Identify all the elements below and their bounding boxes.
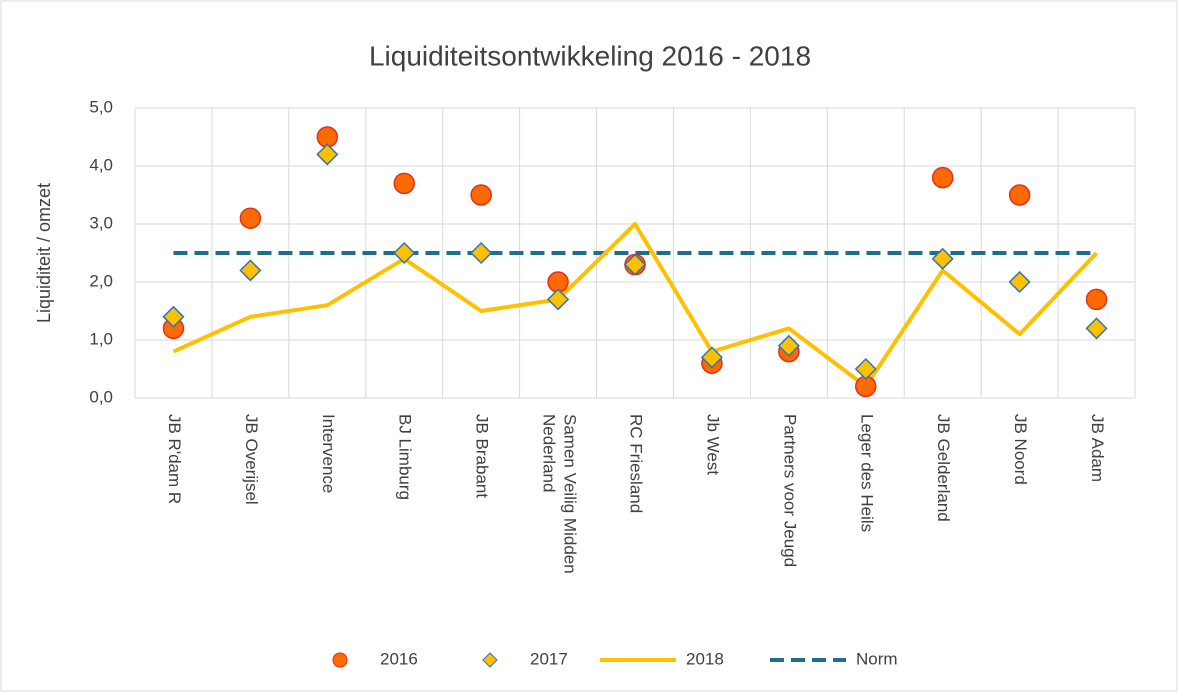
x-tick-label: Leger des Heils (857, 414, 876, 532)
y-tick-label: 5,0 (89, 97, 113, 116)
legend-swatch (482, 652, 498, 668)
data-point (547, 288, 570, 311)
x-tick-label: JB Noord (1011, 414, 1030, 485)
x-tick-label: JB Gelderland (934, 414, 953, 522)
data-point (393, 172, 415, 195)
data-point (393, 241, 416, 265)
data-point (931, 247, 954, 270)
data-point (623, 253, 647, 276)
y-tick-label: 4,0 (89, 155, 113, 174)
x-tick-label: JB Adam (1088, 414, 1107, 482)
series-line (172, 222, 1098, 389)
x-tick-label: JB Brabant (473, 414, 492, 498)
data-point (700, 346, 723, 369)
data-point (162, 305, 185, 328)
data-point (1085, 288, 1108, 311)
x-tick-label: JB Overijsel (242, 414, 261, 505)
data-point (470, 184, 492, 206)
y-tick-label: 2,0 (89, 271, 113, 290)
data-point (777, 334, 800, 357)
y-tick-label: 1,0 (89, 329, 113, 348)
data-point (1008, 184, 1031, 206)
data-point (854, 357, 877, 381)
data-point (316, 143, 339, 166)
data-point (1008, 270, 1031, 294)
x-tick-label: BJ Limburg (396, 414, 415, 500)
y-axis-label: Liquiditeit / omzet (34, 183, 54, 323)
x-tick-label: Partners voor Jeugd (780, 414, 799, 567)
legend-label: 2018 (686, 649, 724, 668)
x-tick-label: Jb West (703, 414, 722, 475)
x-tick-label: Samen Veilig Midden Nederland (539, 414, 579, 578)
legend-label: 2017 (530, 649, 568, 668)
x-tick-label: JB R'dam R (165, 414, 184, 504)
legend-swatch (332, 652, 348, 668)
legend-label: 2016 (380, 649, 418, 668)
data-point (239, 207, 262, 229)
x-tick-label: RC Friesland (627, 414, 646, 513)
data-point (239, 259, 262, 282)
chart-title: Liquiditeitsontwikkeling 2016 - 2018 (369, 40, 811, 71)
data-point (931, 166, 954, 189)
y-tick-label: 0,0 (89, 387, 113, 406)
y-tick-label: 3,0 (89, 213, 113, 232)
data-point (1085, 317, 1108, 340)
x-tick-label: Intervence (319, 414, 338, 493)
data-point (470, 241, 493, 265)
legend-label: Norm (856, 649, 898, 668)
